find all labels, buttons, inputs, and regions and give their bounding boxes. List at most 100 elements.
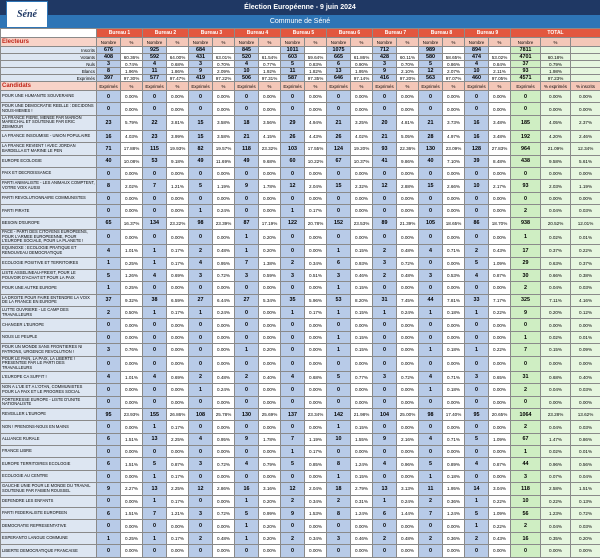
count: 1 <box>189 384 213 396</box>
percent: 0.00% <box>259 103 281 115</box>
percent: 0.00% <box>351 205 373 217</box>
percent: 6.44% <box>213 294 235 306</box>
count: 1 <box>327 307 351 319</box>
total-count: 29 <box>511 257 541 269</box>
total-count: 37 <box>511 61 541 68</box>
row-label: Nuls <box>1 61 97 68</box>
count: 6 <box>97 433 121 445</box>
percent: 0.17% <box>167 532 189 544</box>
percent: 23.34% <box>305 408 327 420</box>
percent: 0.00% <box>397 421 419 433</box>
count: 0 <box>419 282 443 294</box>
percent: 97.14% <box>351 75 373 82</box>
percent: 0.20% <box>259 344 281 356</box>
percent: 0.72% <box>213 458 235 470</box>
count: 95 <box>97 408 121 420</box>
count: 3 <box>189 508 213 520</box>
percent: 3.25% <box>351 115 373 130</box>
count: 16 <box>235 483 259 495</box>
total-percent: 1.23% <box>541 508 571 520</box>
percent: 97.31% <box>259 75 281 82</box>
count: 21 <box>235 130 259 142</box>
count: 115 <box>143 143 167 155</box>
percent: 53.02% <box>489 54 511 61</box>
count: 3 <box>373 257 397 269</box>
total-count: 2 <box>511 421 541 433</box>
count: 0 <box>419 103 443 115</box>
total-percent-inscrits: 0.04% <box>571 470 600 482</box>
total-percent-inscrits: 0.00% <box>571 356 600 371</box>
count: 3 <box>327 269 351 281</box>
count: 0 <box>235 103 259 115</box>
percent: 0.00% <box>167 168 189 180</box>
total-count: 44 <box>511 458 541 470</box>
count: 40 <box>419 155 443 167</box>
count: 2 <box>465 532 489 544</box>
count: 67 <box>327 155 351 167</box>
total-count: 1 <box>511 230 541 245</box>
col-header: % <box>213 38 235 47</box>
count: 2 <box>327 495 351 507</box>
count: 1 <box>143 421 167 433</box>
percent: 0.17% <box>167 470 189 482</box>
percent: 1.82% <box>305 68 327 75</box>
count: 989 <box>419 47 443 54</box>
count: 0 <box>465 396 489 408</box>
percent: 5.79% <box>121 115 143 130</box>
count: 0 <box>327 91 351 103</box>
percent: 0.17% <box>167 495 189 507</box>
col-header: % <box>443 38 465 47</box>
count: 0 <box>189 168 213 180</box>
percent: 58.65% <box>443 54 465 61</box>
count: 3 <box>373 61 397 68</box>
blank <box>571 47 600 54</box>
total-percent: 0.02% <box>541 331 571 343</box>
percent: 17.19% <box>259 217 281 229</box>
total-percent-inscrits: 0.37% <box>571 257 600 269</box>
col-header: Nombre <box>235 38 259 47</box>
candidate-name: DEMOCRATIE REPRESENTATIVE <box>1 520 97 532</box>
percent: 0.99% <box>259 508 281 520</box>
percent: 2.16% <box>397 433 419 445</box>
percent: 0.00% <box>443 230 465 245</box>
count: 0 <box>373 319 397 331</box>
candidate-name: L'EUROPE CA SUFFIT ! <box>1 371 97 383</box>
count: 0 <box>97 91 121 103</box>
count: 0 <box>419 205 443 217</box>
percent: 0.00% <box>489 545 511 557</box>
percent: 0.18% <box>443 384 465 396</box>
count: 0 <box>373 446 397 458</box>
page: Élection Européenne html,body{margin:0;p… <box>0 0 600 515</box>
count: 0 <box>419 545 443 557</box>
percent: 0.00% <box>259 446 281 458</box>
count: 1 <box>373 495 397 507</box>
percent: 2.09% <box>213 68 235 75</box>
total-percent-inscrits: 0.03% <box>571 282 600 294</box>
percent: 0.24% <box>213 307 235 319</box>
total-count: 185 <box>511 115 541 130</box>
count: 7 <box>281 433 305 445</box>
count: 1 <box>373 307 397 319</box>
count: 0 <box>281 520 305 532</box>
percent: 0.65% <box>489 371 511 383</box>
count: 1 <box>419 344 443 356</box>
percent: 0.00% <box>213 396 235 408</box>
percent: 1.78% <box>259 180 281 192</box>
percent: 0.00% <box>167 344 189 356</box>
count: 0 <box>143 384 167 396</box>
percent: 23.39% <box>213 217 235 229</box>
percent: 0.00% <box>443 356 465 371</box>
percent: 3.58% <box>213 130 235 142</box>
percent: 25.00% <box>397 408 419 420</box>
percent: 0.00% <box>305 520 327 532</box>
percent: 0.00% <box>489 396 511 408</box>
percent: 0.00% <box>213 421 235 433</box>
count: 587 <box>281 75 305 82</box>
count: 1 <box>327 421 351 433</box>
percent: 0.00% <box>443 331 465 343</box>
row-label: Blancs <box>1 68 97 75</box>
